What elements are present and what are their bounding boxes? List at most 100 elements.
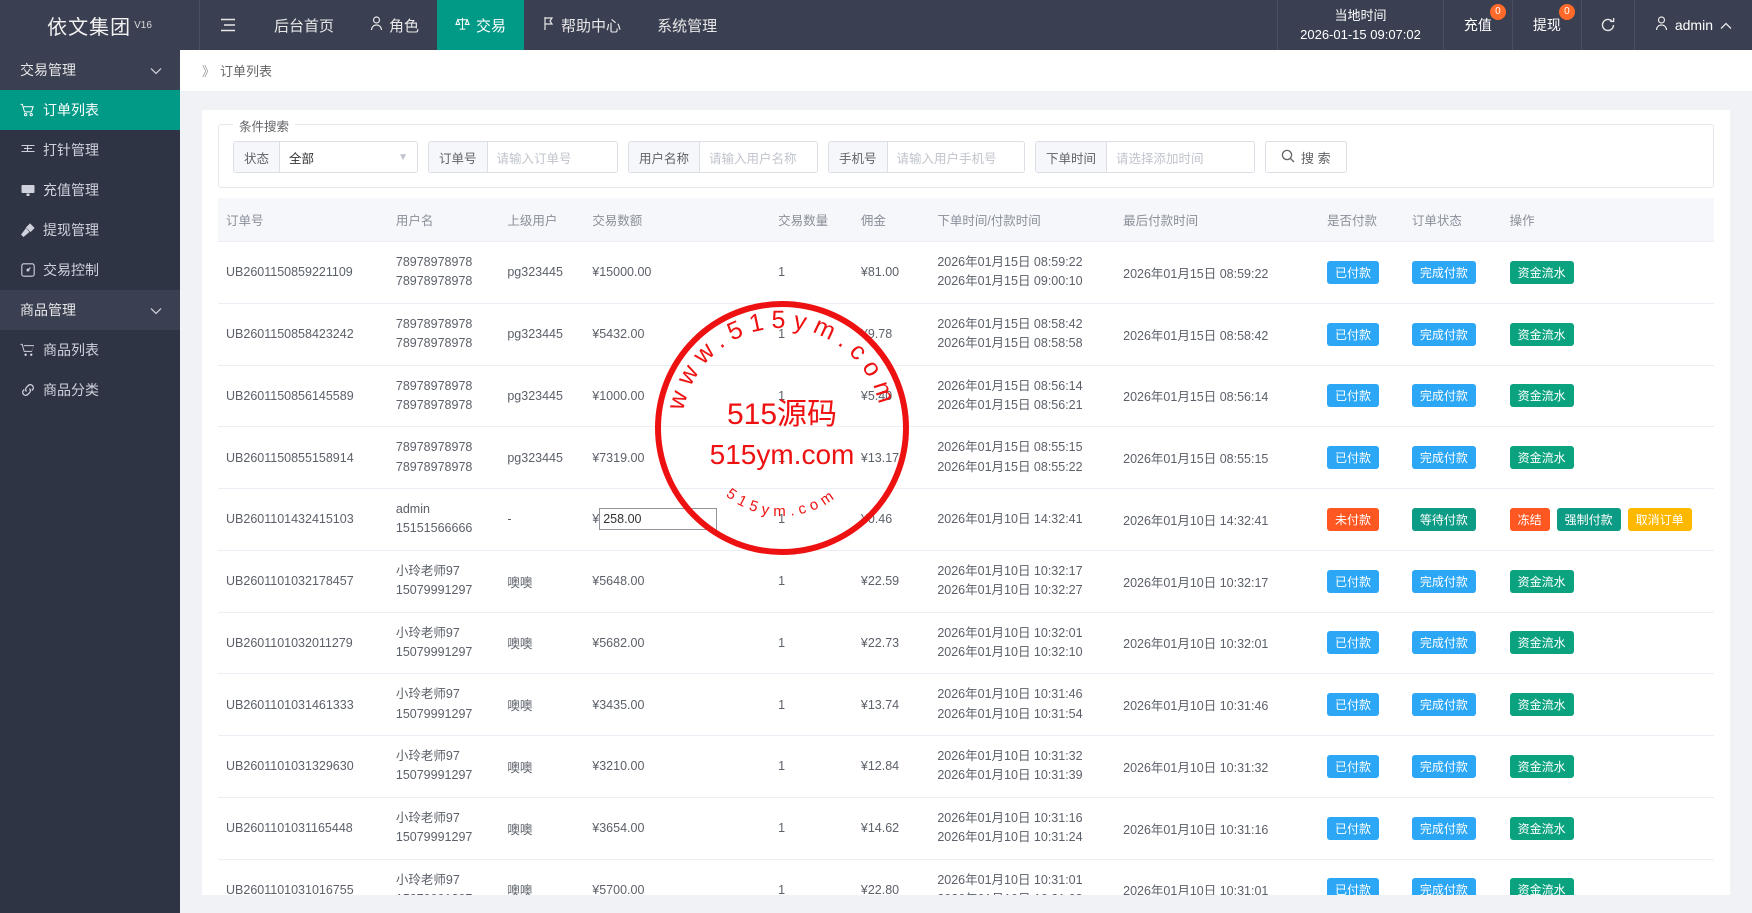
cell-amount: ¥7319.00 — [584, 426, 771, 489]
th-parent-user: 上级用户 — [499, 198, 585, 242]
status-badge-paid[interactable]: 已付款 — [1326, 878, 1379, 895]
username-input[interactable]: 请输入用户名称 — [709, 151, 797, 166]
table-row[interactable]: UB2601101032011279 小玲老师97 15079991297 噢噢 ¥56… — [218, 612, 1714, 675]
status-badge-order[interactable]: 完成付款 — [1411, 754, 1476, 778]
status-badge-order[interactable]: 完成付款 — [1411, 693, 1476, 717]
sidebar-item-withdraw[interactable]: 提现管理 — [0, 210, 180, 250]
status-badge-paid[interactable]: 已付款 — [1326, 693, 1379, 717]
status-badge-order[interactable]: 等待付款 — [1411, 507, 1476, 531]
topbar-spacer — [735, 0, 1277, 50]
table-row[interactable]: UB2601101031461333 小玲老师97 15079991297 噢噢 ¥34… — [218, 673, 1714, 736]
action-button[interactable]: 资金流水 — [1509, 446, 1574, 470]
status-badge-order[interactable]: 完成付款 — [1411, 322, 1476, 346]
status-badge-order[interactable]: 完成付款 — [1411, 446, 1476, 470]
action-button[interactable]: 资金流水 — [1509, 878, 1574, 895]
orders-table-scroll[interactable]: 订单号 用户名 上级用户 交易数额 交易数量 佣金 下单时间/付款时间 最后付款… — [202, 198, 1730, 895]
order-time-input[interactable]: 请选择添加时间 — [1116, 151, 1204, 166]
order-time-field-group[interactable]: 下单时间 请选择添加时间 — [1035, 141, 1255, 173]
status-badge-paid[interactable]: 已付款 — [1326, 322, 1379, 346]
status-badge-order[interactable]: 完成付款 — [1411, 260, 1476, 284]
top-navbar: 依文集团 V16 后台首页 角色 交易 — [0, 0, 1752, 50]
action-button[interactable]: 强制付款 — [1556, 507, 1621, 531]
state-value-text: 全部 — [289, 151, 315, 166]
amount-input[interactable] — [599, 508, 718, 531]
action-button[interactable]: 资金流水 — [1509, 693, 1574, 717]
order-no-field-group[interactable]: 订单号 请输入订单号 — [428, 141, 618, 173]
table-row[interactable]: UB2601150859221109 78978978978 78978978978… — [218, 241, 1714, 304]
action-button[interactable]: 取消订单 — [1627, 507, 1692, 531]
table-row[interactable]: UB2601150858423242 78978978978 78978978978… — [218, 303, 1714, 366]
cell-parent-user: - — [499, 488, 585, 551]
state-select[interactable]: 状态 全部 ▼ — [233, 141, 418, 173]
nav-item-help[interactable]: 帮助中心 — [524, 0, 639, 50]
sidebar-group-trade[interactable]: 交易管理 — [0, 50, 180, 90]
sidebar-item-injection[interactable]: 打针管理 — [0, 130, 180, 170]
status-badge-order[interactable]: 完成付款 — [1411, 631, 1476, 655]
cell-user-name: 小玲老师97 — [395, 563, 460, 578]
table-row[interactable]: UB2601101031016755 小玲老师97 15079991297 噢噢¥57… — [218, 859, 1714, 895]
order-no-input[interactable]: 请输入订单号 — [496, 151, 572, 166]
recharge-button[interactable]: 充值 0 — [1444, 0, 1513, 50]
phone-input[interactable]: 请输入用户手机号 — [896, 151, 997, 166]
hammer-icon — [20, 223, 35, 238]
status-badge-paid[interactable]: 已付款 — [1326, 754, 1379, 778]
sidebar-item-recharge[interactable]: 充值管理 — [0, 170, 180, 210]
action-button[interactable]: 资金流水 — [1509, 816, 1574, 840]
sidebar-item-goods-list[interactable]: 商品列表 — [0, 330, 180, 370]
sidebar: 交易管理 订单列表 打针管理 — [0, 50, 180, 913]
action-button[interactable]: 资金流水 — [1509, 322, 1574, 346]
table-row[interactable]: UB2601150856145589 78978978978 78978978978… — [218, 365, 1714, 428]
status-badge-paid[interactable]: 未付款 — [1326, 507, 1379, 531]
cell-user: 78978978978 78978978978 — [387, 426, 500, 489]
status-badge-order[interactable]: 完成付款 — [1411, 569, 1476, 593]
phone-field-group[interactable]: 手机号 请输入用户手机号 — [828, 141, 1025, 173]
th-order-no: 订单号 — [218, 198, 388, 242]
status-badge-order[interactable]: 完成付款 — [1411, 384, 1476, 408]
withdraw-button[interactable]: 提现 0 — [1513, 0, 1582, 50]
status-badge-order[interactable]: 完成付款 — [1411, 878, 1476, 895]
action-button[interactable]: 资金流水 — [1509, 260, 1574, 284]
status-badge-paid[interactable]: 已付款 — [1326, 260, 1379, 284]
username-field-group[interactable]: 用户名称 请输入用户名称 — [628, 141, 818, 173]
refresh-icon[interactable] — [1582, 0, 1635, 50]
sidebar-group-goods[interactable]: 商品管理 — [0, 290, 180, 330]
action-group: 资金流水 — [1509, 693, 1706, 717]
nav-label-help: 帮助中心 — [561, 17, 622, 35]
table-row[interactable]: UB2601101032178457 小玲老师97 15079991297 噢噢 ¥56… — [218, 550, 1714, 613]
cell-amount: ¥5432.00 — [584, 303, 771, 366]
state-value[interactable]: 全部 ▼ — [280, 142, 417, 172]
nav-item-trade[interactable]: 交易 — [437, 0, 525, 50]
status-badge-order[interactable]: 完成付款 — [1411, 816, 1476, 840]
action-group: 资金流水 — [1509, 446, 1706, 470]
status-badge-paid[interactable]: 已付款 — [1326, 631, 1379, 655]
user-menu[interactable]: admin — [1635, 0, 1752, 50]
action-button[interactable]: 资金流水 — [1509, 569, 1574, 593]
cell-order-time: 2026年01月15日 08:56:14 2026年01月15日 08:56:21 — [929, 365, 1116, 428]
table-row[interactable]: UB2601101432415103 admin 15151566666 -¥1¥0.… — [218, 488, 1714, 551]
action-button[interactable]: 资金流水 — [1509, 631, 1574, 655]
table-row[interactable]: UB2601101031165448 小玲老师97 15079991297 噢噢 ¥36… — [218, 797, 1714, 860]
nav-item-system[interactable]: 系统管理 — [639, 0, 735, 50]
sidebar-item-trade-control[interactable]: 交易控制 — [0, 250, 180, 290]
cell-last-pay-time: 2026年01月10日 10:32:17 — [1115, 550, 1319, 613]
table-row[interactable]: UB2601101031329630 小玲老师97 15079991297 噢噢 ¥32… — [218, 735, 1714, 798]
nav-item-home[interactable]: 后台首页 — [256, 0, 352, 50]
action-button[interactable]: 资金流水 — [1509, 384, 1574, 408]
status-badge-paid[interactable]: 已付款 — [1326, 569, 1379, 593]
status-badge-paid[interactable]: 已付款 — [1326, 446, 1379, 470]
sidebar-item-goods-category[interactable]: 商品分类 — [0, 370, 180, 410]
status-badge-paid[interactable]: 已付款 — [1326, 384, 1379, 408]
action-button[interactable]: 冻结 — [1509, 507, 1550, 531]
sidebar-item-order-list[interactable]: 订单列表 — [0, 90, 180, 130]
table-row[interactable]: UB2601150855158914 78978978978 78978978978… — [218, 426, 1714, 489]
cell-is-paid: 已付款 — [1318, 735, 1404, 798]
cell-order-status: 等待付款 — [1403, 488, 1502, 551]
nav-item-role[interactable]: 角色 — [352, 0, 437, 50]
hamburger-icon[interactable] — [200, 0, 256, 50]
status-badge-paid[interactable]: 已付款 — [1326, 816, 1379, 840]
local-time-value: 2026-01-15 09:07:02 — [1300, 27, 1421, 42]
monitor-icon — [20, 183, 35, 198]
search-button[interactable]: 搜 索 — [1265, 141, 1347, 173]
action-button[interactable]: 资金流水 — [1509, 754, 1574, 778]
cell-last-pay-time: 2026年01月15日 08:59:22 — [1115, 241, 1319, 304]
